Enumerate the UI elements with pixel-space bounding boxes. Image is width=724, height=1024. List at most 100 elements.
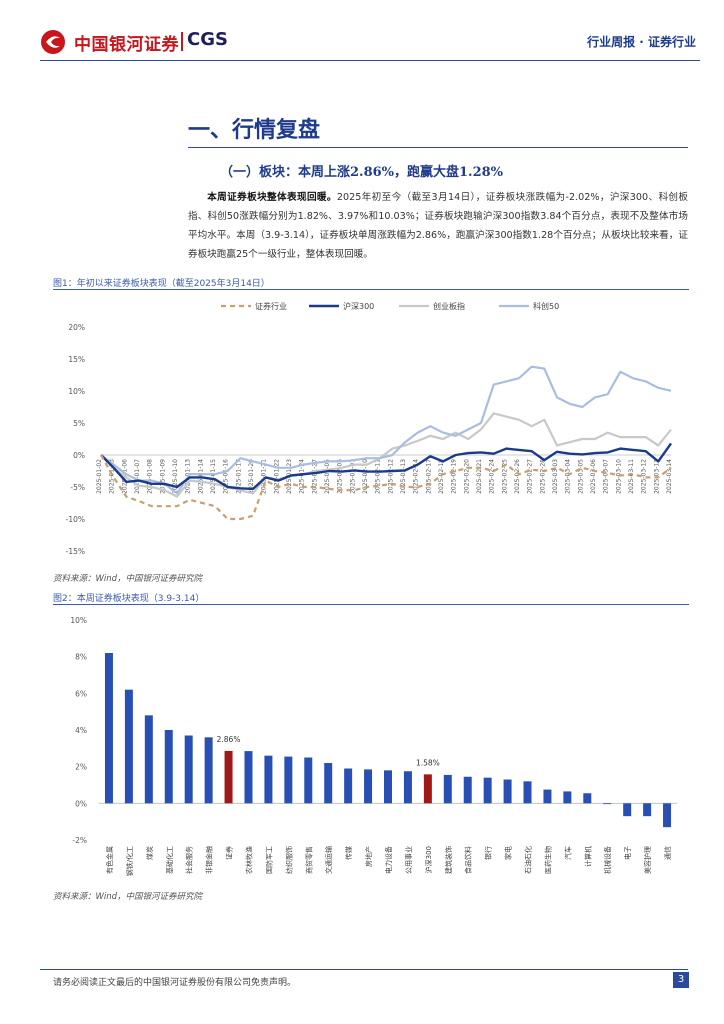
bar	[523, 781, 532, 804]
footer-divider	[40, 969, 688, 970]
x-tick-label: 2025-01-27	[311, 459, 318, 494]
figure2-divider	[53, 604, 689, 605]
brand-name-en: CGS	[187, 29, 228, 50]
x-tick-label: 2025-01-08	[147, 459, 154, 494]
y-tick-label: -5%	[70, 483, 85, 492]
bar	[124, 689, 133, 804]
x-tick-label: 2025-01-17	[235, 459, 242, 494]
x-tick-label: 2025-03-06	[590, 459, 597, 494]
y-tick-label: 10%	[70, 616, 87, 625]
figure1-line-chart: 20% 15% 10% 5% 0% -5% -10% -15% 2025-01-02 2025-0…	[66, 301, 673, 556]
x-tick-label: 2025-02-05	[324, 459, 331, 494]
x-tick-label: 通信	[663, 846, 672, 860]
x-tick-label: 2025-02-10	[362, 459, 369, 494]
y-tick-label: 10%	[68, 387, 85, 396]
x-tick-label: 医药生物	[543, 846, 552, 874]
bar	[344, 768, 353, 804]
bar	[503, 779, 512, 804]
section-divider	[188, 147, 688, 148]
x-tick-label: 钢铁/化工	[125, 846, 134, 876]
footer-disclaimer: 请务必阅读正文最后的中国银河证券股份有限公司免责声明。	[53, 978, 297, 988]
x-tick-label: 有色金属	[105, 846, 114, 874]
x-tick-label: 2025-01-15	[210, 459, 217, 494]
y-tick-label: 4%	[75, 726, 87, 735]
x-tick-label: 2025-02-21	[476, 459, 483, 494]
x-tick-label: 2025-02-18	[438, 459, 445, 494]
x-tick-label: 家电	[504, 846, 513, 860]
legend-label: 证券行业	[255, 301, 287, 311]
x-tick-label: 传媒	[344, 846, 353, 860]
section-subtitle: （一）板块：本周上涨2.86%，跑赢大盘1.28%	[220, 165, 504, 180]
bar	[184, 735, 193, 804]
bar	[164, 730, 173, 804]
series-line	[100, 442, 672, 491]
x-tick-label: 2025-02-26	[514, 459, 521, 494]
x-tick-label: 2025-03-07	[603, 459, 610, 494]
x-tick-label: 计算机	[583, 846, 592, 867]
x-tick-label: 2025-03-03	[552, 459, 559, 494]
x-tick-label: 2025-01-21	[261, 459, 268, 494]
x-tick-label: 建筑装饰	[444, 846, 453, 874]
y-tick-label: 0%	[75, 799, 87, 808]
data-label: 1.58%	[416, 758, 440, 767]
bar	[463, 776, 472, 804]
bar	[563, 791, 572, 804]
x-tick-label: 2025-01-10	[172, 459, 179, 494]
y-tick-label: 5%	[73, 419, 85, 428]
x-tick-label: 非银金融	[205, 846, 214, 874]
figure1-divider	[53, 289, 689, 290]
y-tick-label: 20%	[68, 323, 85, 332]
bar	[304, 757, 313, 804]
x-tick-label: 食品饮料	[464, 846, 473, 874]
x-tick-label: 2025-01-20	[248, 459, 255, 494]
y-tick-label: -15%	[66, 547, 85, 556]
series-line	[100, 365, 672, 495]
x-tick-label: 2025-01-02	[96, 459, 103, 494]
body-lead: 本周证券板块整体表现回暖。	[207, 192, 337, 203]
x-tick-label: 2025-02-06	[337, 459, 344, 494]
legend-label: 科创50	[533, 301, 559, 311]
y-tick-label: -10%	[66, 515, 85, 524]
y-tick-label: 2%	[75, 763, 87, 772]
y-tick-label: 0%	[73, 451, 85, 460]
bar	[583, 793, 592, 804]
x-tick-label: 2025-03-11	[628, 459, 635, 494]
x-tick-label: 电子	[623, 846, 632, 860]
body-paragraph: 本周证券板块整体表现回暖。2025年初至今（截至3月14日），证券板块涨跌幅为-…	[188, 188, 688, 264]
y-tick-label: 8%	[75, 653, 87, 662]
bar	[423, 774, 432, 804]
legend-label: 创业板指	[433, 301, 465, 311]
x-tick-label: 2025-02-17	[425, 459, 432, 494]
bar	[384, 770, 392, 804]
brand-logo-icon	[41, 30, 65, 54]
x-tick-label: 2025-02-11	[375, 459, 382, 494]
y-tick-label: 15%	[68, 355, 85, 364]
x-tick-label: 2025-01-22	[273, 459, 280, 494]
series-line	[100, 454, 672, 521]
brand-separator	[181, 32, 183, 51]
x-tick-label: 房地产	[364, 846, 373, 867]
bar	[204, 737, 213, 804]
figure2-source: 资料来源：Wind，中国银河证券研究院	[53, 892, 203, 902]
bar	[244, 751, 253, 804]
figure2-bar-chart: 10% 8% 6% 4% 2% 0% -2% 有色金属 钢铁/化工 煤炭 基础化工 社会服务 非银金融 2…	[70, 616, 677, 876]
x-tick-label: 2025-02-19	[451, 459, 458, 494]
x-tick-label: 2025-01-03	[109, 459, 116, 494]
figure2-title: 图2：本周证券板块表现（3.9-3.14）	[53, 594, 205, 604]
x-tick-label: 2025-03-05	[577, 459, 584, 494]
x-tick-label: 2025-02-14	[413, 459, 420, 494]
x-tick-label: 2025-01-09	[159, 459, 166, 494]
x-tick-label: 美容护理	[643, 846, 652, 874]
figure1-title: 图1：年初以来证券板块表现（截至2025年3月14日）	[53, 279, 270, 289]
x-tick-label: 2025-03-14	[666, 459, 673, 494]
bar	[443, 774, 452, 804]
x-tick-label: 汽车	[563, 846, 572, 860]
bar	[543, 789, 552, 804]
x-tick-label: 证券	[225, 846, 234, 860]
bar	[284, 756, 293, 804]
bar	[403, 771, 412, 804]
x-tick-label: 煤炭	[145, 846, 154, 860]
legend-label: 沪深300	[343, 301, 374, 311]
x-tick-label: 机械设备	[603, 846, 612, 874]
x-tick-label: 沪深300	[424, 846, 433, 873]
